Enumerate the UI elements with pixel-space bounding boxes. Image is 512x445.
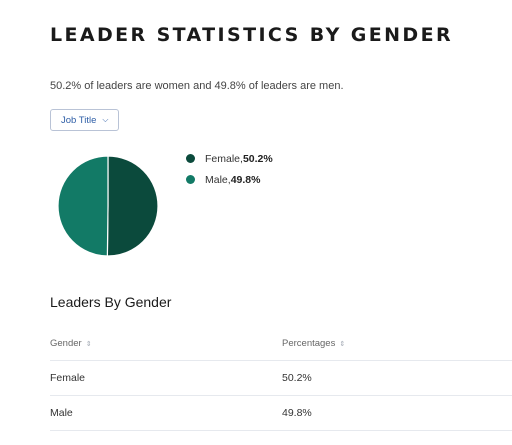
legend-dot-male [186, 175, 195, 184]
pie-slice-female[interactable] [106, 155, 159, 257]
gender-pie-chart [56, 154, 160, 258]
legend-dot-female [186, 154, 195, 163]
table-header-row: Gender ⇕ Percentages ⇕ [50, 327, 512, 361]
legend-item-male: Male, 49.8% [186, 169, 273, 190]
table-row: Male 49.8% [50, 396, 512, 431]
column-header-percentages-label: Percentages [282, 338, 336, 349]
legend-item-female: Female, 50.2% [186, 148, 273, 169]
sort-icon: ⇕ [85, 340, 92, 348]
table-section-title: Leaders By Gender [50, 294, 172, 310]
summary-text: 50.2% of leaders are women and 49.8% of … [50, 80, 344, 92]
page-title: LEADER STATISTICS BY GENDER [50, 24, 453, 46]
job-title-dropdown-label: Job Title [61, 114, 97, 126]
gender-table: Gender ⇕ Percentages ⇕ Female 50.2% Male… [50, 327, 512, 431]
table-cell-percentage: 49.8% [282, 407, 312, 419]
column-header-gender[interactable]: Gender ⇕ [50, 338, 282, 349]
legend-value-female: 50.2% [242, 152, 273, 165]
table-cell-gender: Male [50, 407, 73, 419]
legend-label-female: Female, [205, 152, 243, 165]
pie-svg [57, 155, 159, 257]
chevron-down-icon: ⌵ [102, 115, 109, 124]
pie-slice-male[interactable] [57, 155, 109, 257]
sort-icon: ⇕ [339, 340, 346, 348]
table-cell-gender: Female [50, 372, 86, 384]
job-title-dropdown[interactable]: Job Title ⌵ [50, 109, 120, 131]
legend-value-male: 49.8% [230, 173, 261, 186]
legend-label-male: Male, [205, 173, 231, 186]
table-row: Female 50.2% [50, 361, 512, 396]
table-cell-percentage: 50.2% [282, 372, 312, 384]
chart-legend: Female, 50.2% Male, 49.8% [186, 148, 273, 190]
column-header-gender-label: Gender [50, 338, 82, 349]
column-header-percentages[interactable]: Percentages ⇕ [282, 338, 512, 349]
